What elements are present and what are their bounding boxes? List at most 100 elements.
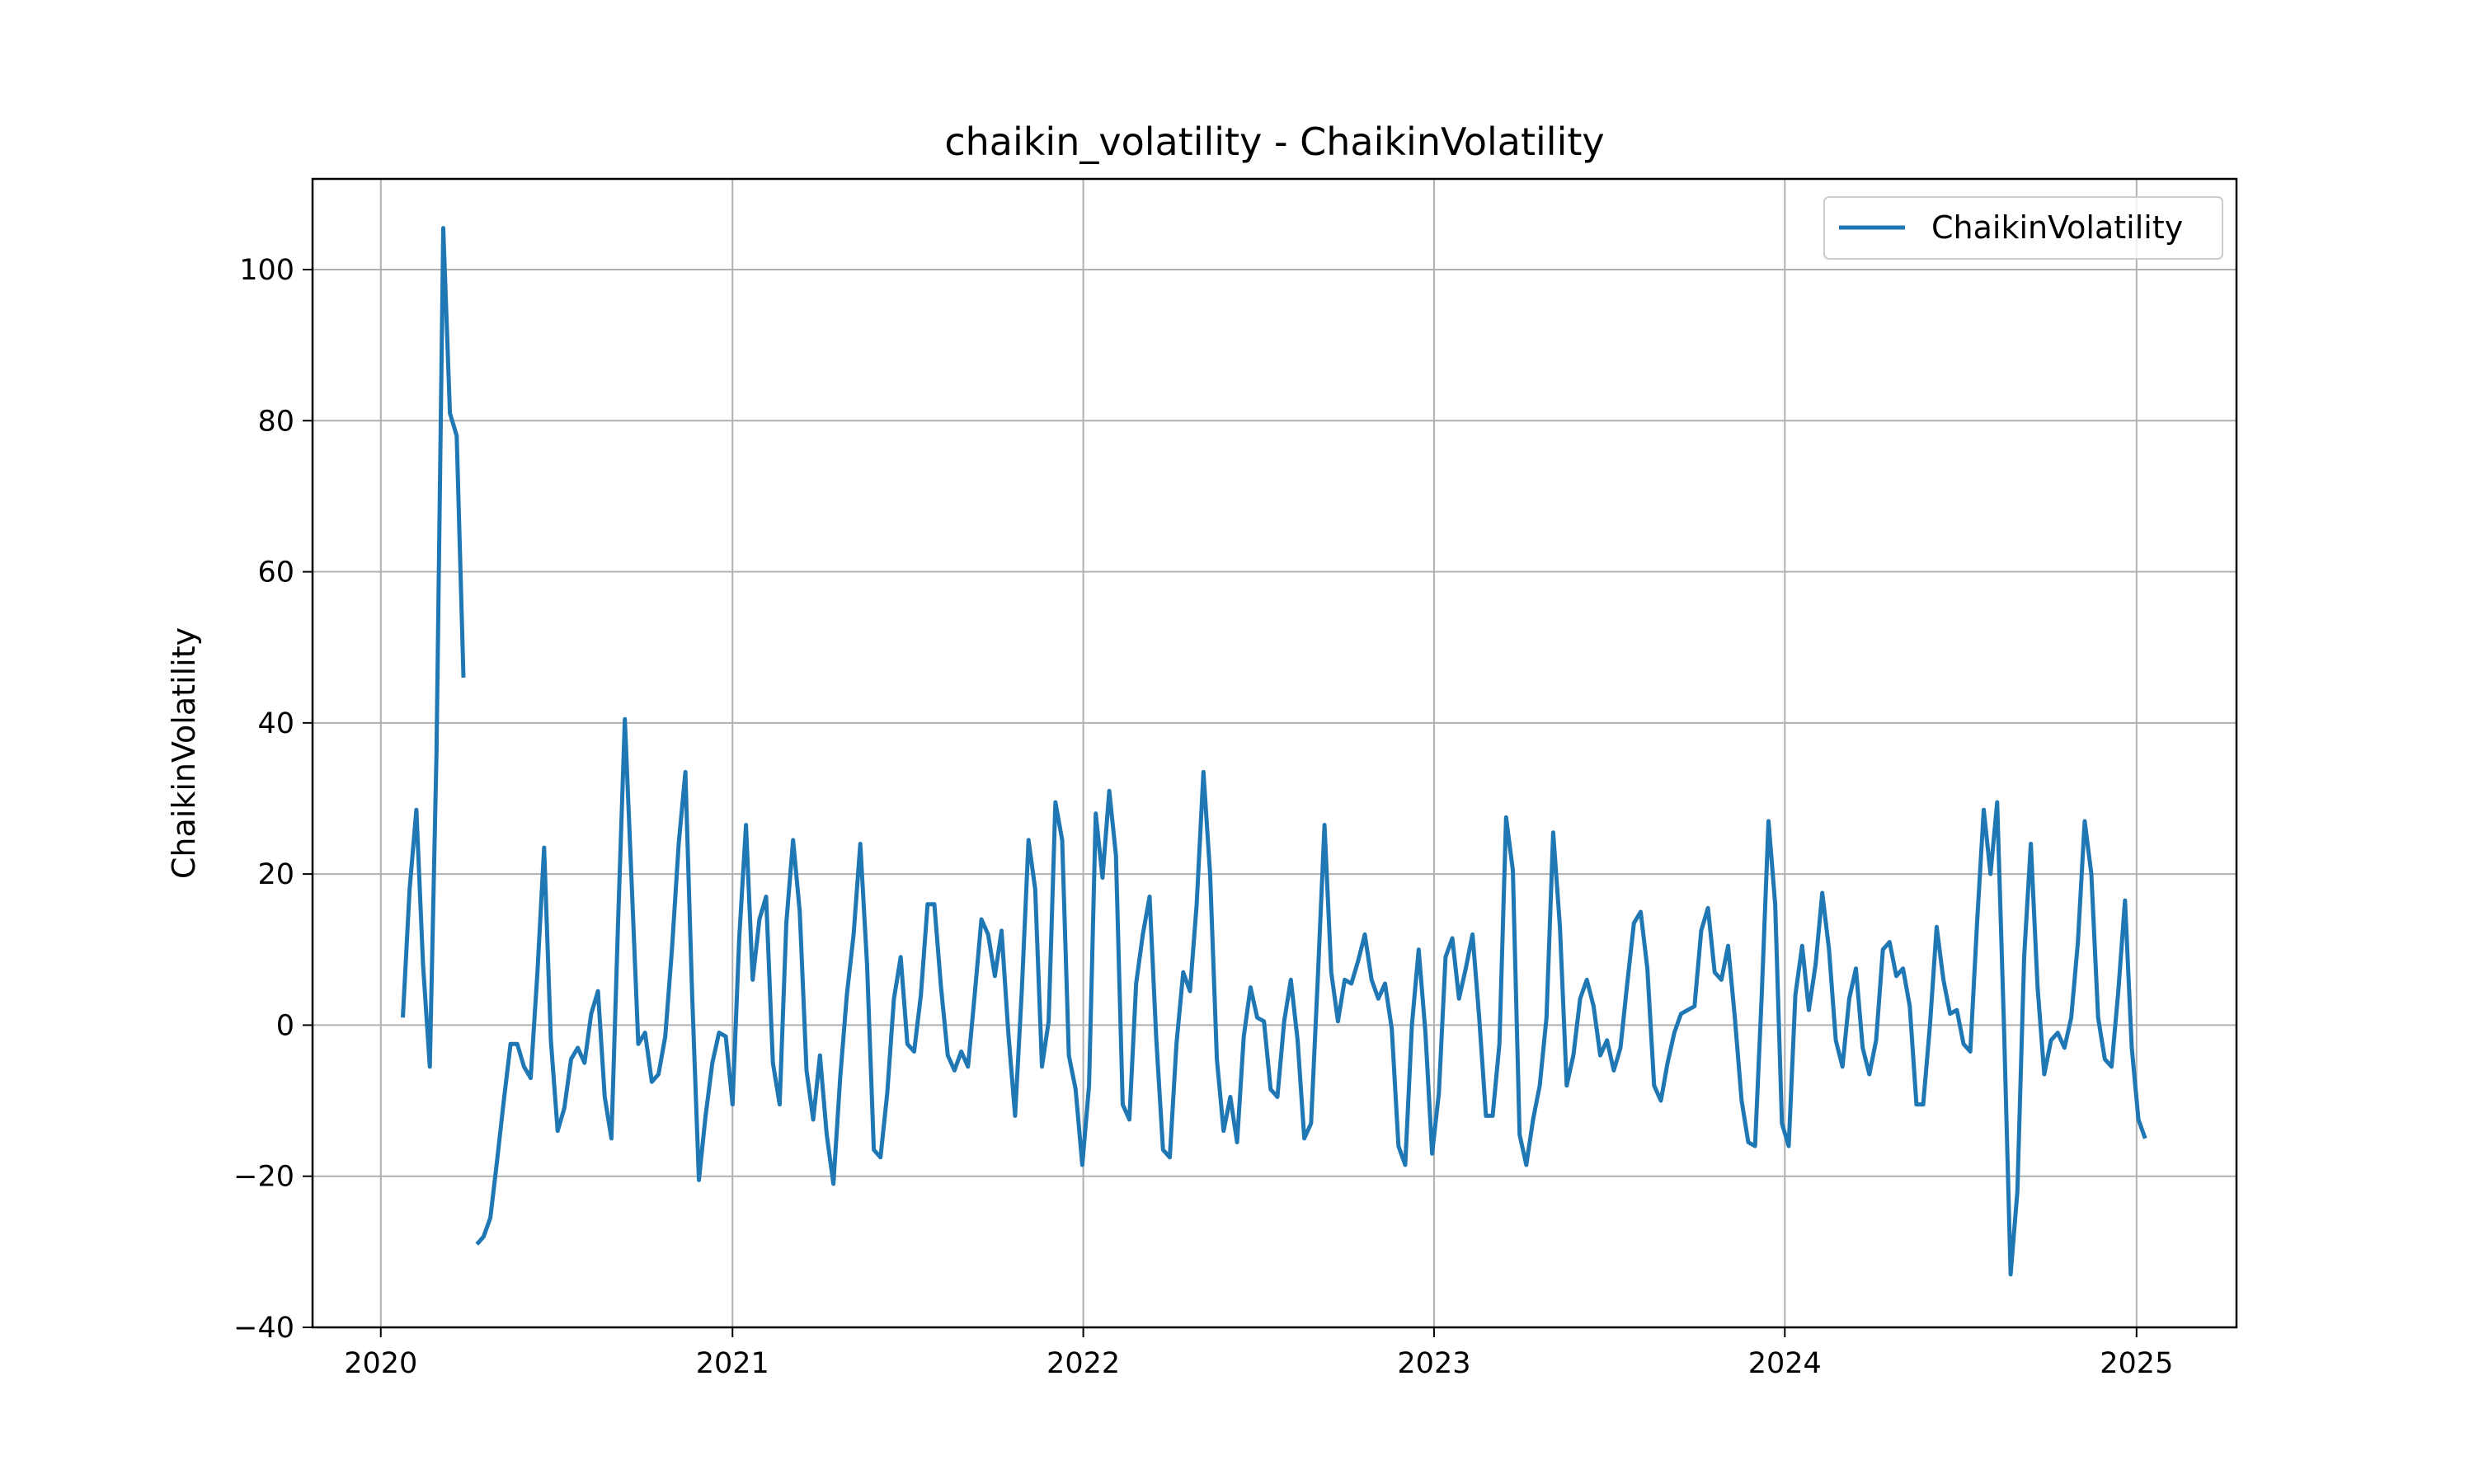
data-point: [920, 994, 921, 995]
data-point: [1930, 1025, 1931, 1026]
data-point: [873, 1149, 874, 1150]
data-point: [624, 719, 625, 720]
data-point: [1956, 1010, 1957, 1011]
legend-label: ChaikinVolatility: [1931, 209, 2183, 246]
data-point: [773, 1063, 774, 1064]
data-point: [1237, 1142, 1238, 1143]
data-point: [1357, 960, 1358, 961]
data-point: [645, 1032, 646, 1033]
data-point: [1620, 1047, 1621, 1048]
legend-box: [1823, 196, 2223, 260]
data-point: [1095, 813, 1096, 814]
data-point: [2091, 874, 2092, 875]
data-point: [2017, 1191, 2018, 1192]
data-point: [981, 919, 982, 920]
data-point: [456, 435, 457, 436]
data-point: [1916, 1104, 1917, 1105]
data-point: [1445, 956, 1446, 957]
data-point: [894, 998, 895, 999]
data-point: [766, 896, 767, 897]
data-point: [726, 1036, 727, 1037]
data-point: [1869, 1074, 1870, 1075]
data-point: [1640, 912, 1641, 913]
data-point: [961, 1051, 962, 1052]
data-point: [1438, 1092, 1439, 1093]
data-point: [1425, 1032, 1426, 1033]
data-point: [685, 772, 686, 773]
data-point: [1808, 1010, 1809, 1011]
data-point: [988, 934, 989, 935]
data-point: [1512, 870, 1513, 871]
data-point: [1519, 1134, 1520, 1135]
data-point: [1344, 979, 1345, 980]
data-point: [2124, 900, 2125, 901]
data-point: [759, 919, 760, 920]
data-point: [1761, 994, 1762, 995]
axis-ticks: 2020 2021 2022 2023 2024 2025 100 80 60 40 20 0 −20 −…: [233, 254, 2173, 1380]
data-point: [907, 1044, 908, 1045]
data-point: [779, 1104, 780, 1105]
data-point: [1795, 994, 1796, 995]
data-point: [564, 1108, 565, 1109]
data-point: [665, 1036, 666, 1037]
data-point: [2098, 1017, 2099, 1018]
data-point: [1472, 934, 1473, 935]
data-point: [2118, 991, 2119, 992]
data-point: [1142, 934, 1143, 935]
data-point: [1069, 1055, 1070, 1056]
data-point: [1721, 979, 1722, 980]
data-point: [1250, 987, 1251, 988]
data-point: [631, 881, 632, 882]
x-tick-label: 2024: [1748, 1347, 1822, 1380]
data-point: [638, 1044, 639, 1045]
data-point: [1102, 877, 1103, 878]
y-tick-label: 80: [257, 405, 294, 438]
data-point: [537, 972, 538, 973]
legend: ChaikinVolatility: [1823, 196, 2223, 260]
data-point: [1653, 1085, 1654, 1086]
data-point: [496, 1161, 497, 1162]
data-point: [1398, 1146, 1399, 1147]
data-point: [846, 994, 847, 995]
series-line: [401, 226, 2147, 1277]
data-point: [2037, 987, 2038, 988]
data-point: [1768, 821, 1769, 822]
data-point: [2004, 1025, 2005, 1026]
data-point: [1923, 1104, 1924, 1105]
data-point: [1331, 972, 1332, 973]
data-point: [679, 843, 680, 844]
data-point: [1062, 839, 1063, 840]
data-point: [1896, 975, 1897, 976]
data-point: [1008, 1032, 1009, 1033]
y-tick-label: −20: [233, 1161, 294, 1194]
data-point: [1990, 874, 1991, 875]
data-point: [1600, 1055, 1601, 1056]
y-tick-label: −40: [233, 1312, 294, 1345]
y-axis-label: ChaikinVolatility: [166, 627, 202, 879]
data-point: [914, 1051, 915, 1052]
data-point: [409, 889, 410, 890]
data-point: [1122, 1104, 1123, 1105]
data-point: [1365, 934, 1366, 935]
data-point: [1169, 1157, 1170, 1158]
data-point: [1559, 927, 1560, 928]
data-point: [2145, 1138, 2146, 1139]
data-point: [517, 1044, 518, 1045]
data-point: [2084, 821, 2085, 822]
data-point: [1075, 1089, 1076, 1090]
data-point: [577, 1047, 578, 1048]
data-point: [1391, 1029, 1392, 1030]
x-tick-label: 2023: [1397, 1347, 1470, 1380]
data-point: [1465, 968, 1466, 969]
data-point: [1028, 839, 1029, 840]
x-tick-label: 2022: [1047, 1347, 1120, 1380]
data-point: [1485, 1115, 1486, 1116]
data-point: [1257, 1017, 1258, 1018]
chart-title: chaikin_volatility - ChaikinVolatility: [944, 120, 1604, 164]
data-point: [1748, 1142, 1749, 1143]
plot-frame: [311, 177, 2238, 1329]
data-point: [1970, 1051, 1971, 1052]
data-point: [1566, 1085, 1567, 1086]
x-tick-label: 2025: [2100, 1347, 2173, 1380]
